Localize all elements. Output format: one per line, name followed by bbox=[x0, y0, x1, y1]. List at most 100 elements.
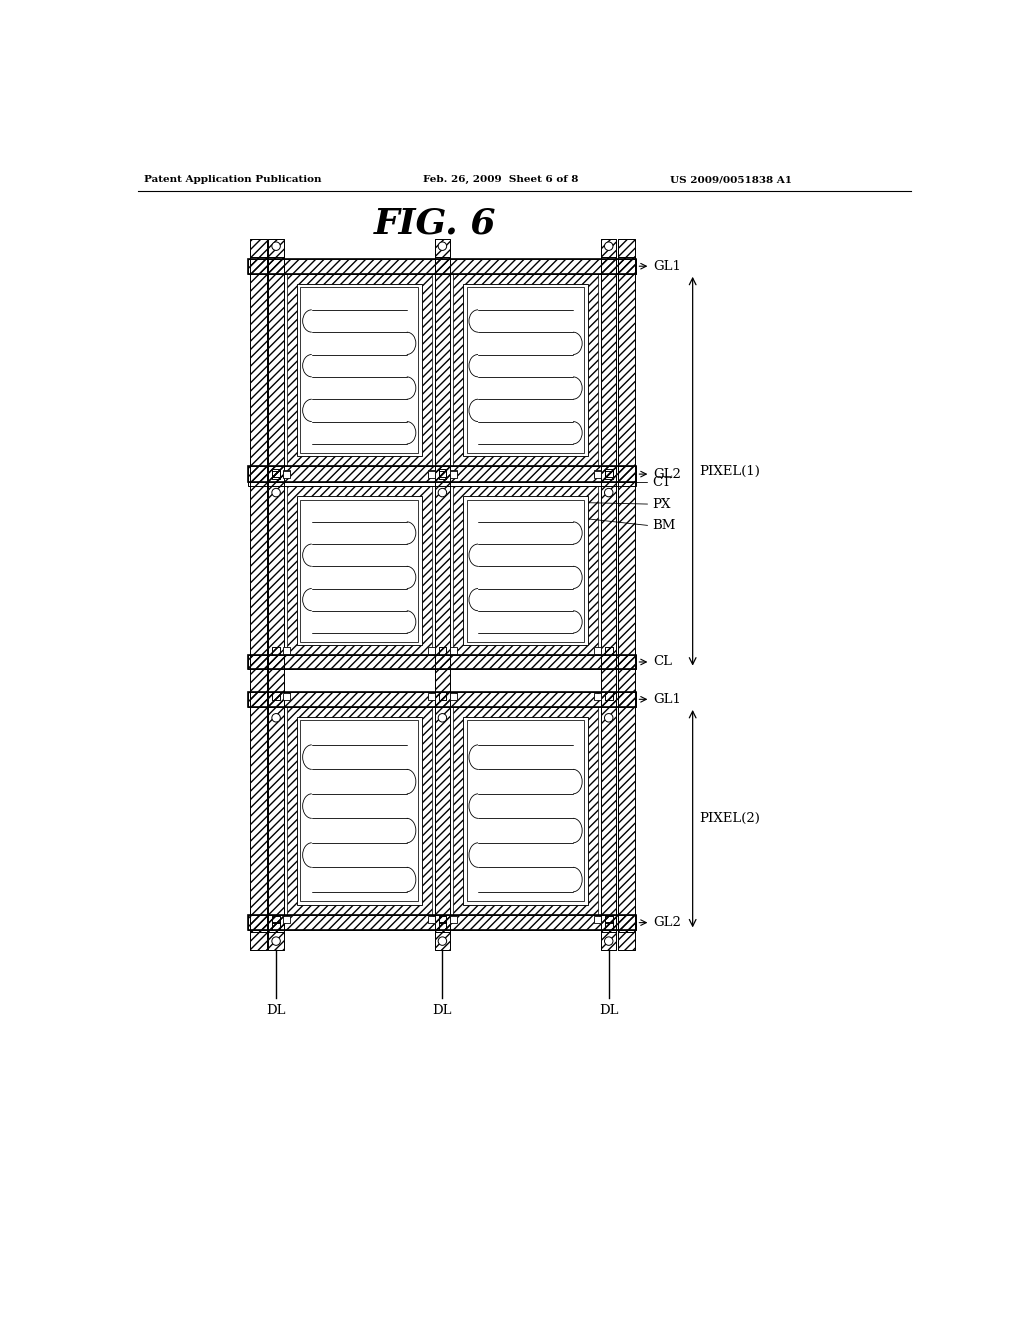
Bar bbox=[428, 916, 435, 923]
Bar bbox=[595, 916, 601, 923]
Bar bbox=[249, 915, 637, 931]
Bar bbox=[268, 931, 284, 949]
Bar bbox=[249, 259, 637, 275]
Bar bbox=[605, 471, 612, 479]
Bar bbox=[287, 486, 432, 656]
Bar bbox=[249, 259, 637, 275]
Text: CT: CT bbox=[652, 477, 671, 490]
Bar bbox=[272, 471, 280, 479]
Bar bbox=[463, 496, 588, 645]
Bar bbox=[435, 239, 451, 259]
Bar bbox=[272, 693, 280, 700]
Bar bbox=[272, 470, 280, 478]
Circle shape bbox=[438, 714, 446, 722]
Text: BM: BM bbox=[652, 519, 675, 532]
Bar bbox=[272, 921, 280, 929]
Bar bbox=[249, 692, 637, 708]
Bar bbox=[250, 239, 267, 259]
Bar bbox=[249, 656, 637, 668]
Bar bbox=[454, 708, 598, 915]
Bar bbox=[435, 257, 451, 932]
Bar bbox=[450, 693, 457, 700]
Circle shape bbox=[271, 937, 281, 945]
Text: GL2: GL2 bbox=[653, 467, 681, 480]
Bar bbox=[438, 470, 446, 478]
Bar bbox=[438, 921, 446, 929]
Bar bbox=[268, 239, 284, 259]
Bar bbox=[428, 647, 435, 655]
Bar bbox=[438, 470, 446, 478]
Text: PIXEL(2): PIXEL(2) bbox=[698, 812, 760, 825]
Bar bbox=[617, 239, 635, 259]
Circle shape bbox=[604, 937, 613, 945]
Text: US 2009/0051838 A1: US 2009/0051838 A1 bbox=[670, 176, 792, 185]
Bar bbox=[272, 647, 280, 655]
Bar bbox=[272, 470, 280, 478]
Bar bbox=[601, 257, 616, 932]
Bar bbox=[605, 921, 612, 929]
Bar bbox=[605, 693, 612, 700]
Circle shape bbox=[271, 242, 281, 251]
Bar bbox=[435, 239, 451, 259]
Bar bbox=[438, 693, 446, 700]
Bar bbox=[617, 257, 635, 932]
Bar bbox=[428, 693, 435, 700]
Bar bbox=[438, 693, 446, 700]
Bar bbox=[250, 239, 267, 259]
Bar bbox=[605, 471, 612, 479]
Bar bbox=[284, 693, 291, 700]
Text: DL: DL bbox=[599, 1005, 618, 1016]
Bar bbox=[268, 257, 284, 932]
Text: PX: PX bbox=[652, 498, 671, 511]
Bar bbox=[605, 470, 612, 478]
Bar bbox=[605, 470, 612, 478]
Bar bbox=[250, 931, 267, 949]
Circle shape bbox=[438, 937, 446, 945]
Bar bbox=[450, 916, 457, 923]
Bar bbox=[250, 931, 267, 949]
Bar bbox=[601, 239, 616, 259]
Text: GL1: GL1 bbox=[653, 693, 681, 706]
Bar bbox=[595, 471, 601, 478]
Bar bbox=[284, 647, 291, 655]
Text: DL: DL bbox=[266, 1005, 286, 1016]
Bar bbox=[454, 275, 598, 466]
Bar bbox=[249, 915, 637, 931]
Text: Patent Application Publication: Patent Application Publication bbox=[144, 176, 322, 185]
Bar bbox=[617, 239, 635, 259]
Bar bbox=[272, 693, 280, 700]
Bar bbox=[287, 708, 432, 915]
Bar bbox=[249, 466, 637, 482]
Text: GL2: GL2 bbox=[653, 916, 681, 929]
Text: GL1: GL1 bbox=[653, 260, 681, 273]
Bar bbox=[272, 916, 280, 924]
Bar bbox=[595, 470, 601, 477]
Bar bbox=[272, 471, 280, 479]
Bar bbox=[605, 916, 612, 924]
Bar bbox=[601, 931, 616, 949]
Bar bbox=[605, 647, 612, 655]
Bar bbox=[450, 471, 457, 478]
Bar bbox=[268, 257, 284, 932]
Bar bbox=[297, 284, 422, 457]
Bar bbox=[435, 931, 451, 949]
Bar bbox=[297, 717, 422, 906]
Text: PIXEL(1): PIXEL(1) bbox=[698, 465, 760, 478]
Circle shape bbox=[271, 488, 281, 496]
Bar bbox=[601, 257, 616, 932]
Bar bbox=[300, 721, 418, 902]
Bar bbox=[467, 499, 585, 642]
Bar bbox=[438, 916, 446, 924]
Bar bbox=[428, 471, 435, 478]
Bar bbox=[605, 693, 612, 700]
Text: CL: CL bbox=[653, 656, 673, 668]
Bar bbox=[268, 931, 284, 949]
Bar bbox=[435, 931, 451, 949]
Bar bbox=[438, 471, 446, 479]
Bar bbox=[250, 257, 267, 932]
Bar bbox=[605, 921, 612, 929]
Bar bbox=[249, 656, 637, 668]
Bar bbox=[284, 470, 291, 477]
Bar bbox=[250, 257, 267, 932]
Bar bbox=[601, 239, 616, 259]
